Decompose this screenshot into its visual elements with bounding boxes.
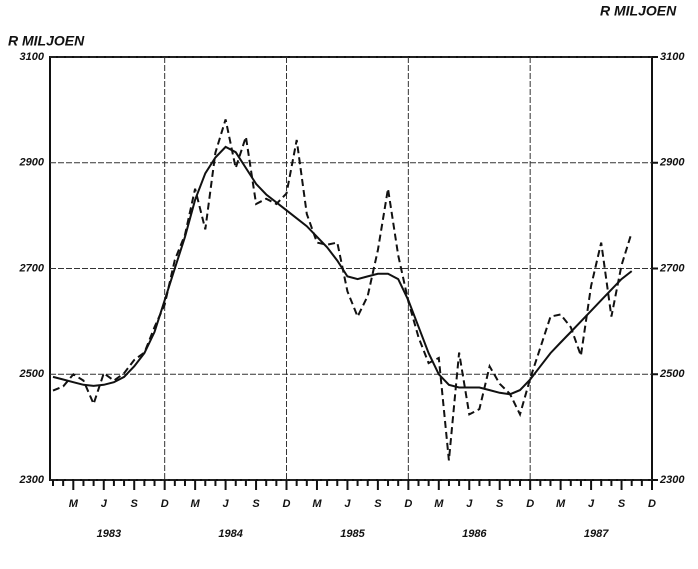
y2-tick-label: 2900 [659, 157, 685, 169]
year-label: 1986 [462, 528, 487, 540]
series-line [52, 145, 633, 396]
x-tick-label: J [223, 498, 230, 510]
y-tick-label: 2900 [19, 157, 45, 169]
y2-axis-label: R MILJOEN [600, 3, 677, 19]
x-tick-label: J [588, 498, 595, 510]
y-tick-label: 2700 [19, 262, 45, 274]
x-tick-label: D [404, 498, 412, 510]
x-tick-label: S [252, 498, 260, 510]
x-tick-label: J [466, 498, 473, 510]
y-tick-label: 2500 [19, 368, 45, 380]
x-tick-label: J [101, 498, 108, 510]
x-tick-label: D [161, 498, 169, 510]
x-tick-label: D [283, 498, 291, 510]
x-tick-label: S [496, 498, 504, 510]
x-tick-label: J [344, 498, 351, 510]
year-label: 1987 [584, 528, 609, 540]
x-tick-label: S [618, 498, 626, 510]
y2-tick-label: 2300 [659, 474, 685, 486]
y-axis-label: R MILJOEN [8, 33, 85, 49]
x-tick-label: M [191, 498, 201, 510]
series-line [52, 119, 633, 461]
x-tick-label: S [131, 498, 139, 510]
y2-tick-label: 2700 [659, 262, 685, 274]
x-tick-label: S [374, 498, 382, 510]
y-tick-label: 3100 [20, 51, 45, 63]
x-tick-label: D [526, 498, 534, 510]
y-tick-label: 2300 [19, 474, 45, 486]
y2-tick-label: 3100 [660, 51, 685, 63]
year-label: 1985 [340, 528, 365, 540]
x-tick-label: M [312, 498, 322, 510]
x-tick-label: D [648, 498, 656, 510]
year-label: 1984 [218, 528, 242, 540]
x-tick-label: M [556, 498, 566, 510]
year-label: 1983 [97, 528, 121, 540]
x-tick-label: M [69, 498, 79, 510]
x-tick-label: M [434, 498, 444, 510]
y2-tick-label: 2500 [659, 368, 685, 380]
